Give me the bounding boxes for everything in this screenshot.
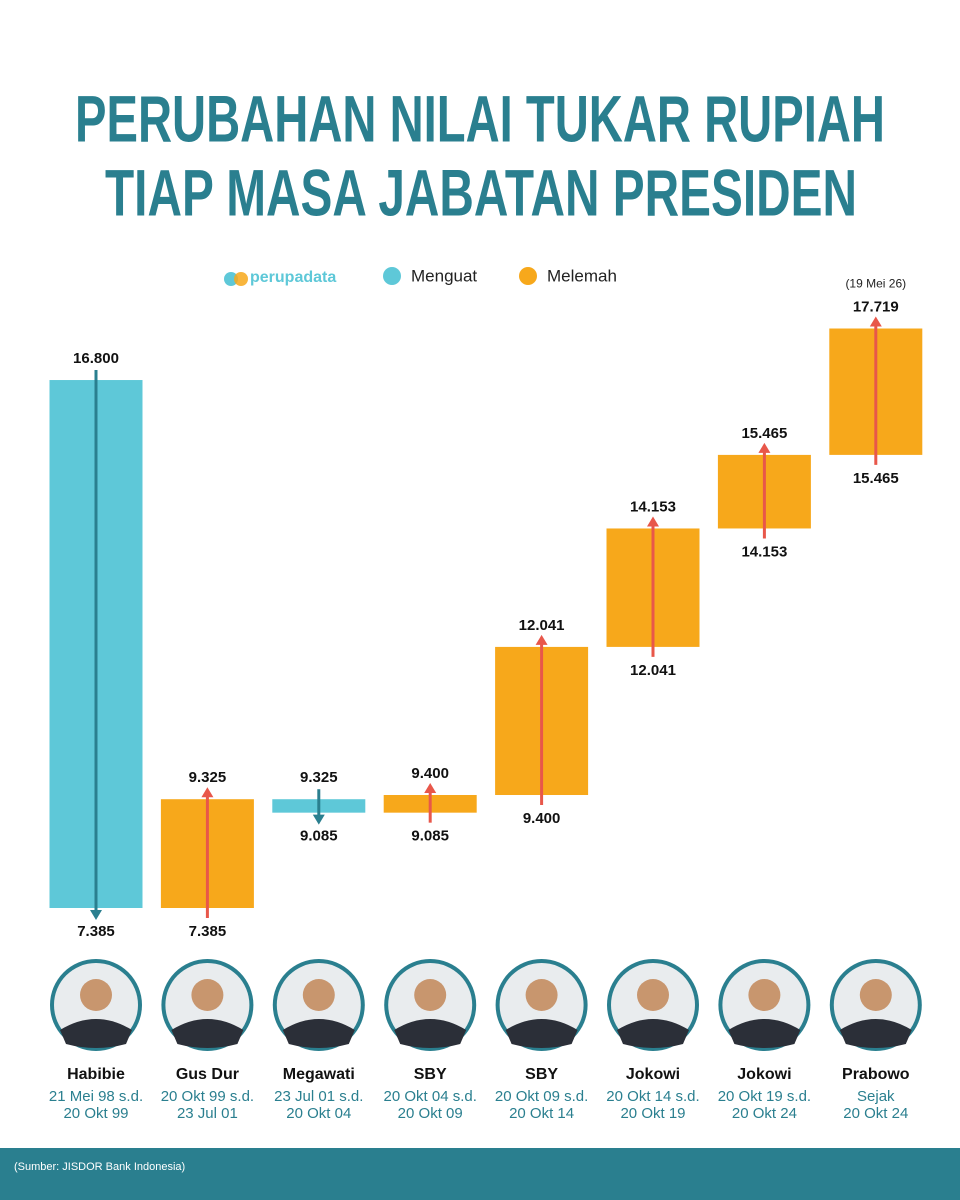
portrait-face [637,979,669,1011]
period-label: 20 Okt 19 [620,1105,685,1122]
arrow-head [758,442,771,453]
portrait-body [394,1019,467,1048]
value-label: 9.085 [300,828,338,845]
x-tick-label: SBY [414,1066,447,1083]
value-label: 12.041 [630,662,676,679]
value-label: 7.385 [189,923,227,940]
period-label: 20 Okt 19 s.d. [718,1088,811,1105]
value-label: 15.465 [853,470,899,487]
value-label: 9.085 [411,828,449,845]
x-tick-label: Jokowi [626,1066,680,1083]
period-label: 23 Jul 01 [177,1105,238,1122]
x-tick-label: Gus Dur [176,1066,239,1083]
portrait [272,959,365,1051]
x-tick-label: Habibie [67,1066,125,1083]
period-label: 20 Okt 24 [843,1105,908,1122]
period-label: 20 Okt 24 [732,1105,797,1122]
portrait-face [859,979,892,1011]
portrait [161,959,254,1051]
x-tick-label: Jokowi [737,1066,791,1083]
arrow-head [535,634,548,645]
arrow-head [201,787,214,798]
legend-label: Menguat [411,266,477,285]
arrow-head [869,316,882,327]
chart-title: TIAP MASA JABATAN PRESIDEN [105,155,857,229]
portrait [495,959,588,1051]
value-label: 9.400 [523,810,561,827]
period-label: Sejak [857,1088,895,1105]
portrait [829,959,922,1051]
value-label: 12.041 [519,617,565,634]
period-label: 20 Okt 04 s.d. [384,1088,477,1105]
source: (Sumber: JISDOR Bank Indonesia) [14,1161,185,1173]
value-label: 15.465 [741,425,787,442]
x-tick-label: Megawati [283,1066,355,1083]
portrait-body [617,1019,689,1048]
portrait-body [505,1019,578,1048]
value-label: 9.325 [300,769,338,786]
portrait-face [80,979,112,1011]
brand: perupadata [250,269,336,286]
x-tick-label: SBY [525,1066,558,1083]
portrait-face [191,979,224,1011]
brand-logo [224,272,248,286]
value-label: 9.400 [411,765,449,782]
footer-band [0,1148,960,1200]
period-label: 20 Okt 14 [509,1105,574,1122]
portrait-face [414,979,447,1011]
portrait-body [728,1019,801,1048]
arrow-head [312,814,325,825]
portrait [607,959,699,1051]
annotation: (19 Mei 26) [845,277,906,291]
chart-title: PERUBAHAN NILAI TUKAR RUPIAH [75,81,885,155]
portrait-face [302,979,335,1011]
value-label: 14.153 [741,543,787,560]
portrait [718,959,811,1051]
value-label: 14.153 [630,498,676,515]
legend-swatch [383,267,401,285]
portrait-body [171,1019,244,1048]
period-label: 20 Okt 09 s.d. [495,1088,588,1105]
portrait-body [60,1019,132,1048]
x-tick-label: Prabowo [842,1066,910,1083]
period-label: 20 Okt 14 s.d. [606,1088,699,1105]
value-label: 7.385 [77,923,115,940]
arrow-head [424,783,437,794]
arrow-head [90,910,102,920]
period-label: 23 Jul 01 s.d. [274,1088,363,1105]
value-label: 9.325 [189,769,227,786]
arrow-head [647,516,659,527]
period-label: 20 Okt 09 [398,1105,463,1122]
value-label: 17.719 [853,298,899,315]
portrait-face [525,979,558,1011]
legend-label: Melemah [547,266,617,285]
period-label: 20 Okt 04 [286,1105,351,1122]
period-label: 20 Okt 99 [63,1105,128,1122]
portrait [50,959,142,1051]
period-label: 20 Okt 99 s.d. [161,1088,254,1105]
portrait-face [748,979,781,1011]
portrait [384,959,477,1051]
period-label: 21 Mei 98 s.d. [49,1088,143,1105]
portrait-body [839,1019,912,1048]
portrait-body [282,1019,355,1048]
value-label: 16.800 [73,350,119,367]
legend-swatch [519,267,537,285]
